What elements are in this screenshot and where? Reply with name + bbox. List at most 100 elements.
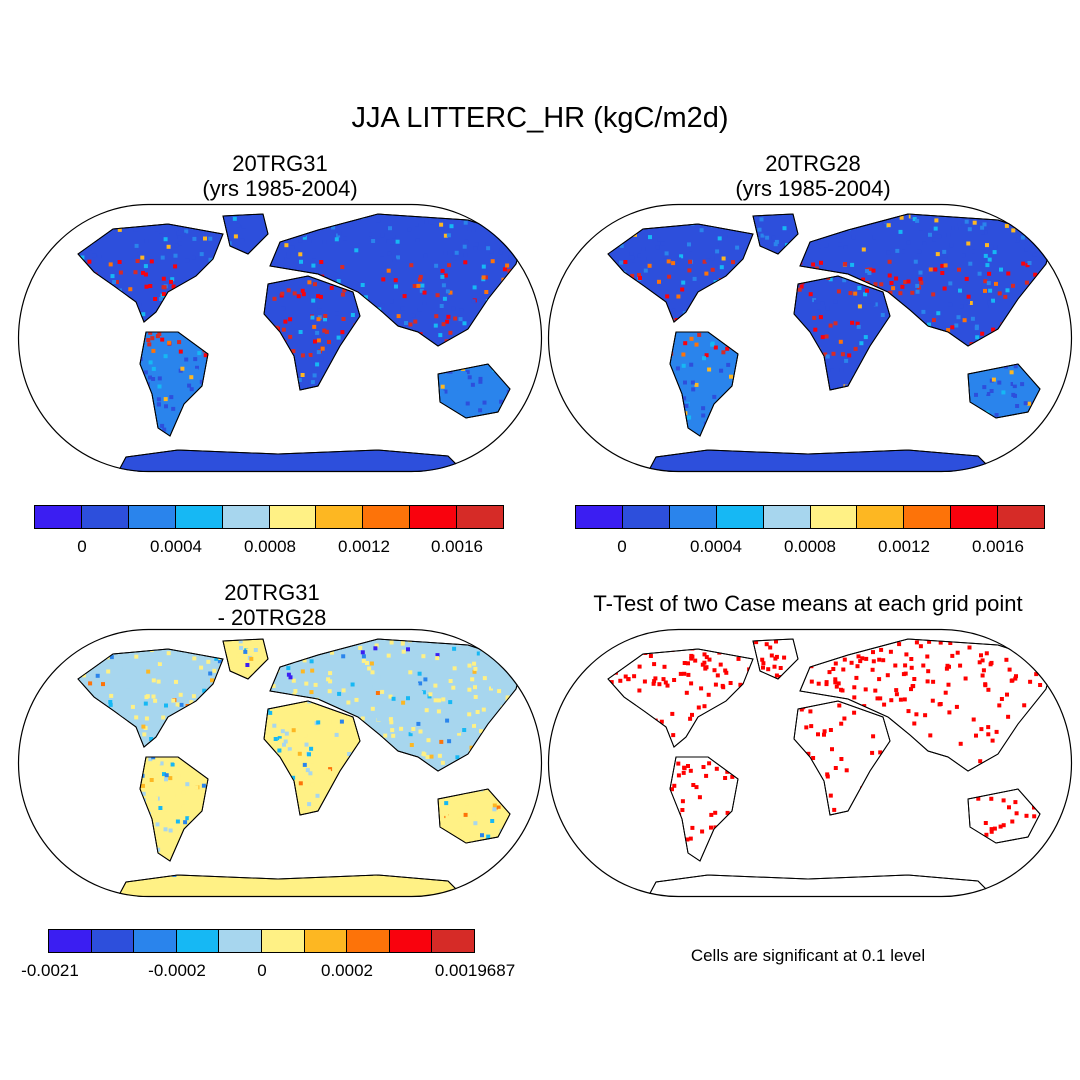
grid-cell [792,369,796,374]
grid-cell [382,793,387,798]
grid-cell [400,399,405,404]
grid-cell [174,679,178,684]
grid-cell [301,292,306,297]
grid-cell [235,790,240,795]
map-border [17,628,543,898]
grid-cell [167,340,172,345]
grid-cell [101,682,105,687]
grid-cell [388,631,392,635]
grid-cell [199,299,203,304]
grid-cell [840,400,845,404]
grid-cell [372,320,377,325]
grid-cell [505,239,510,244]
grid-cell [710,267,715,272]
grid-cell [496,786,501,791]
grid-cell [687,309,692,314]
grid-cell [539,733,543,737]
grid-cell [887,340,892,345]
grid-cell [129,860,133,865]
grid-cell [67,206,71,210]
grid-cell [248,759,253,763]
grid-cell [237,678,242,683]
grid-cell [614,639,619,644]
grid-cell [784,716,789,721]
grid-cell [189,700,194,705]
grid-cell [159,797,164,802]
grid-cell [129,333,134,338]
grid-cell [732,302,737,307]
grid-cell [984,832,989,837]
grid-cell [54,687,58,691]
grid-cell [161,276,166,281]
grid-cell [467,375,472,380]
grid-cell [105,805,110,810]
grid-cell [1050,659,1053,663]
grid-cell [363,806,368,811]
grid-cell [980,658,985,663]
grid-cell [921,309,926,314]
grid-cell [58,796,62,800]
colorbar-tick-label: 0.0004 [690,537,742,556]
grid-cell [723,425,728,430]
grid-cell [135,445,139,449]
grid-cell [504,214,509,217]
grid-cell [740,327,744,332]
grid-cell [210,796,215,801]
grid-cell [95,673,100,678]
grid-cell [524,788,528,792]
grid-cell [163,397,168,402]
grid-cell [749,667,754,671]
grid-cell [316,726,321,731]
grid-cell [137,732,142,737]
grid-cell [919,423,924,427]
grid-cell [731,319,736,324]
grid-cell [479,867,484,872]
grid-cell [934,218,939,223]
grid-cell [671,261,676,266]
grid-cell [184,357,189,362]
grid-cell [1062,734,1066,738]
grid-cell [725,810,730,815]
grid-cell [119,330,124,335]
grid-cell [719,221,724,226]
grid-cell [934,844,939,849]
grid-cell [894,276,899,281]
grid-cell [88,250,93,255]
grid-cell [588,305,592,309]
grid-cell [892,430,897,435]
grid-cell [408,639,412,643]
grid-cell [1046,875,1050,879]
grid-cell [657,682,662,687]
grid-cell [639,400,644,405]
grid-cell [454,250,459,255]
grid-cell [96,827,101,832]
grid-cell [970,857,975,861]
grid-cell [583,729,587,733]
grid-cell [562,315,566,319]
grid-cell [163,354,168,359]
grid-cell [272,723,277,728]
grid-cell [192,656,197,661]
grid-cell [359,875,364,880]
grid-cell [733,270,738,274]
grid-cell [879,359,884,364]
grid-cell [275,779,280,784]
grid-cell [609,639,614,641]
grid-cell [392,331,396,336]
grid-cell [871,650,875,655]
grid-cell [431,860,436,865]
grid-cell [958,373,962,377]
colorbar-swatch [176,930,220,952]
grid-cell [961,253,966,258]
grid-cell [577,335,581,339]
grid-cell [453,316,458,321]
grid-cell [69,792,73,796]
grid-cell [915,446,919,450]
colorbar-swatch [576,506,623,528]
grid-cell [133,270,138,275]
grid-cell [1050,346,1053,351]
grid-cell [309,214,314,218]
grid-cell [313,854,318,859]
grid-cell [717,331,722,336]
grid-cell [553,230,557,234]
